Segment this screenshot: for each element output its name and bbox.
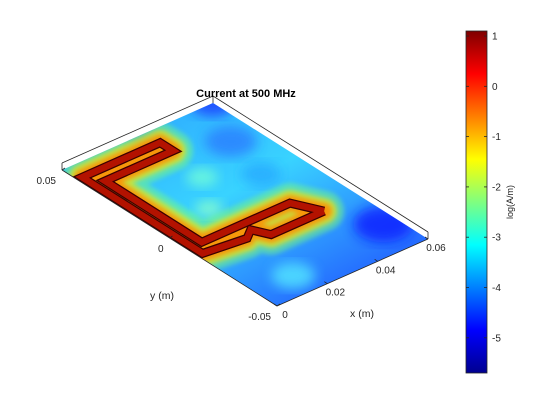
x-tick-mark [374,259,378,262]
field-blob [204,125,257,157]
y-tick-mark [169,235,173,239]
axes-box-back [61,95,429,239]
x-tick-label: 0.06 [426,243,446,254]
x-tick-mark [324,281,328,284]
colorbar-tick-label: -5 [492,333,501,344]
y-tick-mark [276,303,281,307]
x-tick-label: 0 [282,310,288,321]
box-edge [61,95,214,164]
x-axis-ticks: 0 0.02 0.04 0.06 [273,236,446,321]
trace-core [72,137,326,259]
colorbar: 1 0 -1 -2 -3 -4 -5 log(A/m) [465,30,515,374]
box-edge [276,238,429,307]
field-blob [186,167,218,187]
field-blob [353,206,414,243]
x-axis-label: x (m) [350,308,374,320]
colorbar-tick-label: 1 [492,32,498,43]
current-surface [62,103,428,306]
y-tick-label: -0.05 [248,312,271,323]
field-blob [271,262,316,289]
x-tick-mark [273,303,278,307]
y-tick-label: 0 [158,244,164,255]
field-blob [195,200,224,218]
trace-conductor [75,139,326,257]
box-edge [212,95,429,233]
x-tick-label: 0.02 [326,288,346,299]
y-tick-label: 0.05 [37,176,57,187]
x-tick-label: 0.04 [376,265,396,276]
field-blob [241,162,282,187]
chart-title: Current at 500 MHz [196,88,296,100]
y-axis-ticks: -0.05 0 0.05 [37,167,281,323]
colorbar-label: log(A/m) [505,185,515,219]
y-tick-mark [61,167,66,171]
y-axis-label: y (m) [150,290,174,302]
x-tick-mark [424,236,429,240]
colorbar-tick-label: -2 [492,182,501,193]
colorbar-tick-label: -4 [492,283,501,294]
colorbar-ticks: 1 0 -1 -2 -3 -4 -5 [466,32,501,344]
colorbar-tick-label: 0 [492,82,498,93]
colorbar-gradient [465,30,488,374]
colorbar-tick-label: -1 [492,132,501,143]
colorbar-tick-label: -3 [492,233,501,244]
